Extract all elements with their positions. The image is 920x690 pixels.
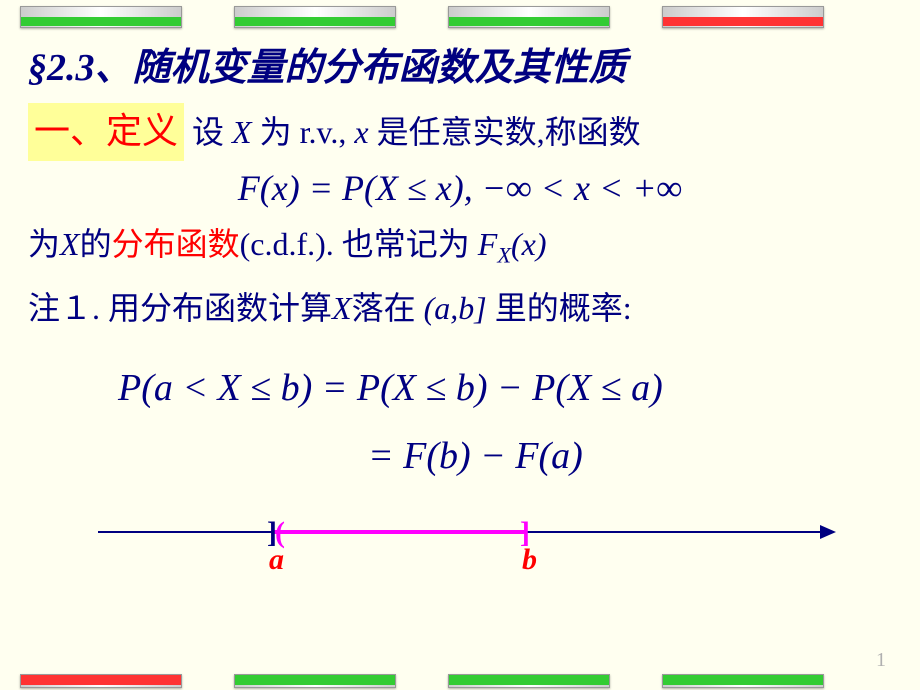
bar-fill — [449, 675, 609, 685]
bar-seg — [234, 6, 396, 28]
cdf-abbrev: (c.d.f.). — [240, 226, 334, 262]
main-formula: F(x) = P(X ≤ x), −∞ < x < +∞ — [28, 167, 892, 209]
bottom-decor-bar — [0, 674, 920, 690]
text: 也常记为 — [334, 226, 478, 262]
label-b: b — [522, 543, 537, 577]
note-1: 注１. 用分布函数计算X落在 (a,b] 里的概率: — [28, 283, 892, 334]
term-distribution-function: 分布函数 — [112, 226, 240, 262]
eq-r1: P(X ≤ b) — [357, 367, 488, 409]
text: 的 — [80, 226, 112, 262]
number-line: ] ( ] a b — [98, 521, 842, 581]
bar-fill — [663, 675, 823, 685]
top-decor-bar — [0, 0, 920, 28]
bar-fill — [21, 675, 181, 685]
section-title: §2.3、随机变量的分布函数及其性质 — [28, 40, 892, 97]
bar-seg — [20, 6, 182, 28]
text: 设 — [192, 114, 232, 150]
definition-line: 一、定义 设 X 为 r.v., x 是任意实数,称函数 — [28, 103, 892, 161]
var-x: x — [354, 114, 368, 150]
F-sub-X: FX(x) — [478, 226, 547, 262]
arrowhead-icon — [820, 525, 836, 539]
eq-equals: = — [312, 367, 357, 409]
bar-fill — [449, 17, 609, 26]
page-number: 1 — [876, 649, 886, 672]
text: 是任意实数,称函数 — [369, 114, 641, 150]
text: 为 — [28, 226, 60, 262]
bar-fill — [235, 675, 395, 685]
bar-fill — [663, 17, 823, 26]
bar-seg — [448, 6, 610, 28]
cdf-line: 为X的分布函数(c.d.f.). 也常记为 FX(x) — [28, 219, 892, 273]
label-a: a — [269, 543, 284, 577]
var-X: X — [232, 114, 252, 150]
bar-fill — [21, 17, 181, 26]
note-label: 注１. — [28, 290, 100, 326]
equation-block: P(a < X ≤ b) = P(X ≤ b) − P(X ≤ a) = F(b… — [118, 354, 892, 491]
eq-line2: = F(b) − F(a) — [368, 435, 583, 477]
bar-seg — [662, 674, 824, 688]
bar-seg — [662, 6, 824, 28]
var-X: X — [60, 226, 80, 262]
var-X: X — [332, 290, 352, 326]
interval-segment — [273, 530, 526, 534]
text: 落在 — [352, 290, 424, 326]
bar-fill — [235, 17, 395, 26]
eq-minus: − — [487, 367, 532, 409]
eq-lhs: P(a < X ≤ b) — [118, 367, 312, 409]
eq-r2: P(X ≤ a) — [532, 367, 663, 409]
bar-seg — [20, 674, 182, 688]
bar-seg — [234, 674, 396, 688]
text: 里的概率: — [487, 290, 632, 326]
bar-seg — [448, 674, 610, 688]
slide-content: §2.3、随机变量的分布函数及其性质 一、定义 设 X 为 r.v., x 是任… — [0, 28, 920, 581]
text: 为 r.v., — [252, 114, 355, 150]
definition-label: 一、定义 — [28, 103, 184, 161]
text: 用分布函数计算 — [100, 290, 332, 326]
interval-ab: (a,b] — [424, 290, 487, 326]
